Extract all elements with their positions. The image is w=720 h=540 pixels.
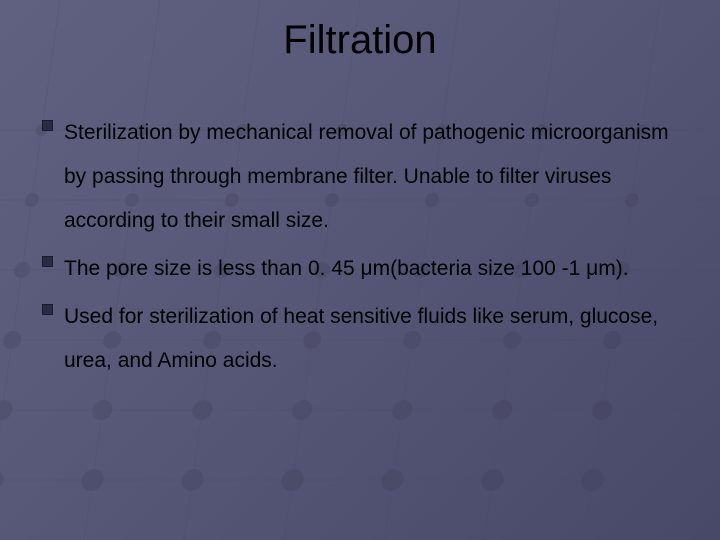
list-item: Sterilization by mechanical removal of p…: [40, 111, 680, 243]
list-item: Used for sterilization of heat sensitive…: [40, 295, 680, 383]
bullet-text: Sterilization by mechanical removal of p…: [64, 111, 680, 243]
bullet-text: Used for sterilization of heat sensitive…: [64, 295, 680, 383]
slide: Filtration Sterilization by mechanical r…: [0, 0, 720, 540]
slide-title: Filtration: [40, 18, 680, 63]
list-item: The pore size is less than 0. 45 μm(bact…: [40, 247, 680, 291]
bullet-list: Sterilization by mechanical removal of p…: [40, 111, 680, 384]
bullet-text: The pore size is less than 0. 45 μm(bact…: [64, 247, 680, 291]
